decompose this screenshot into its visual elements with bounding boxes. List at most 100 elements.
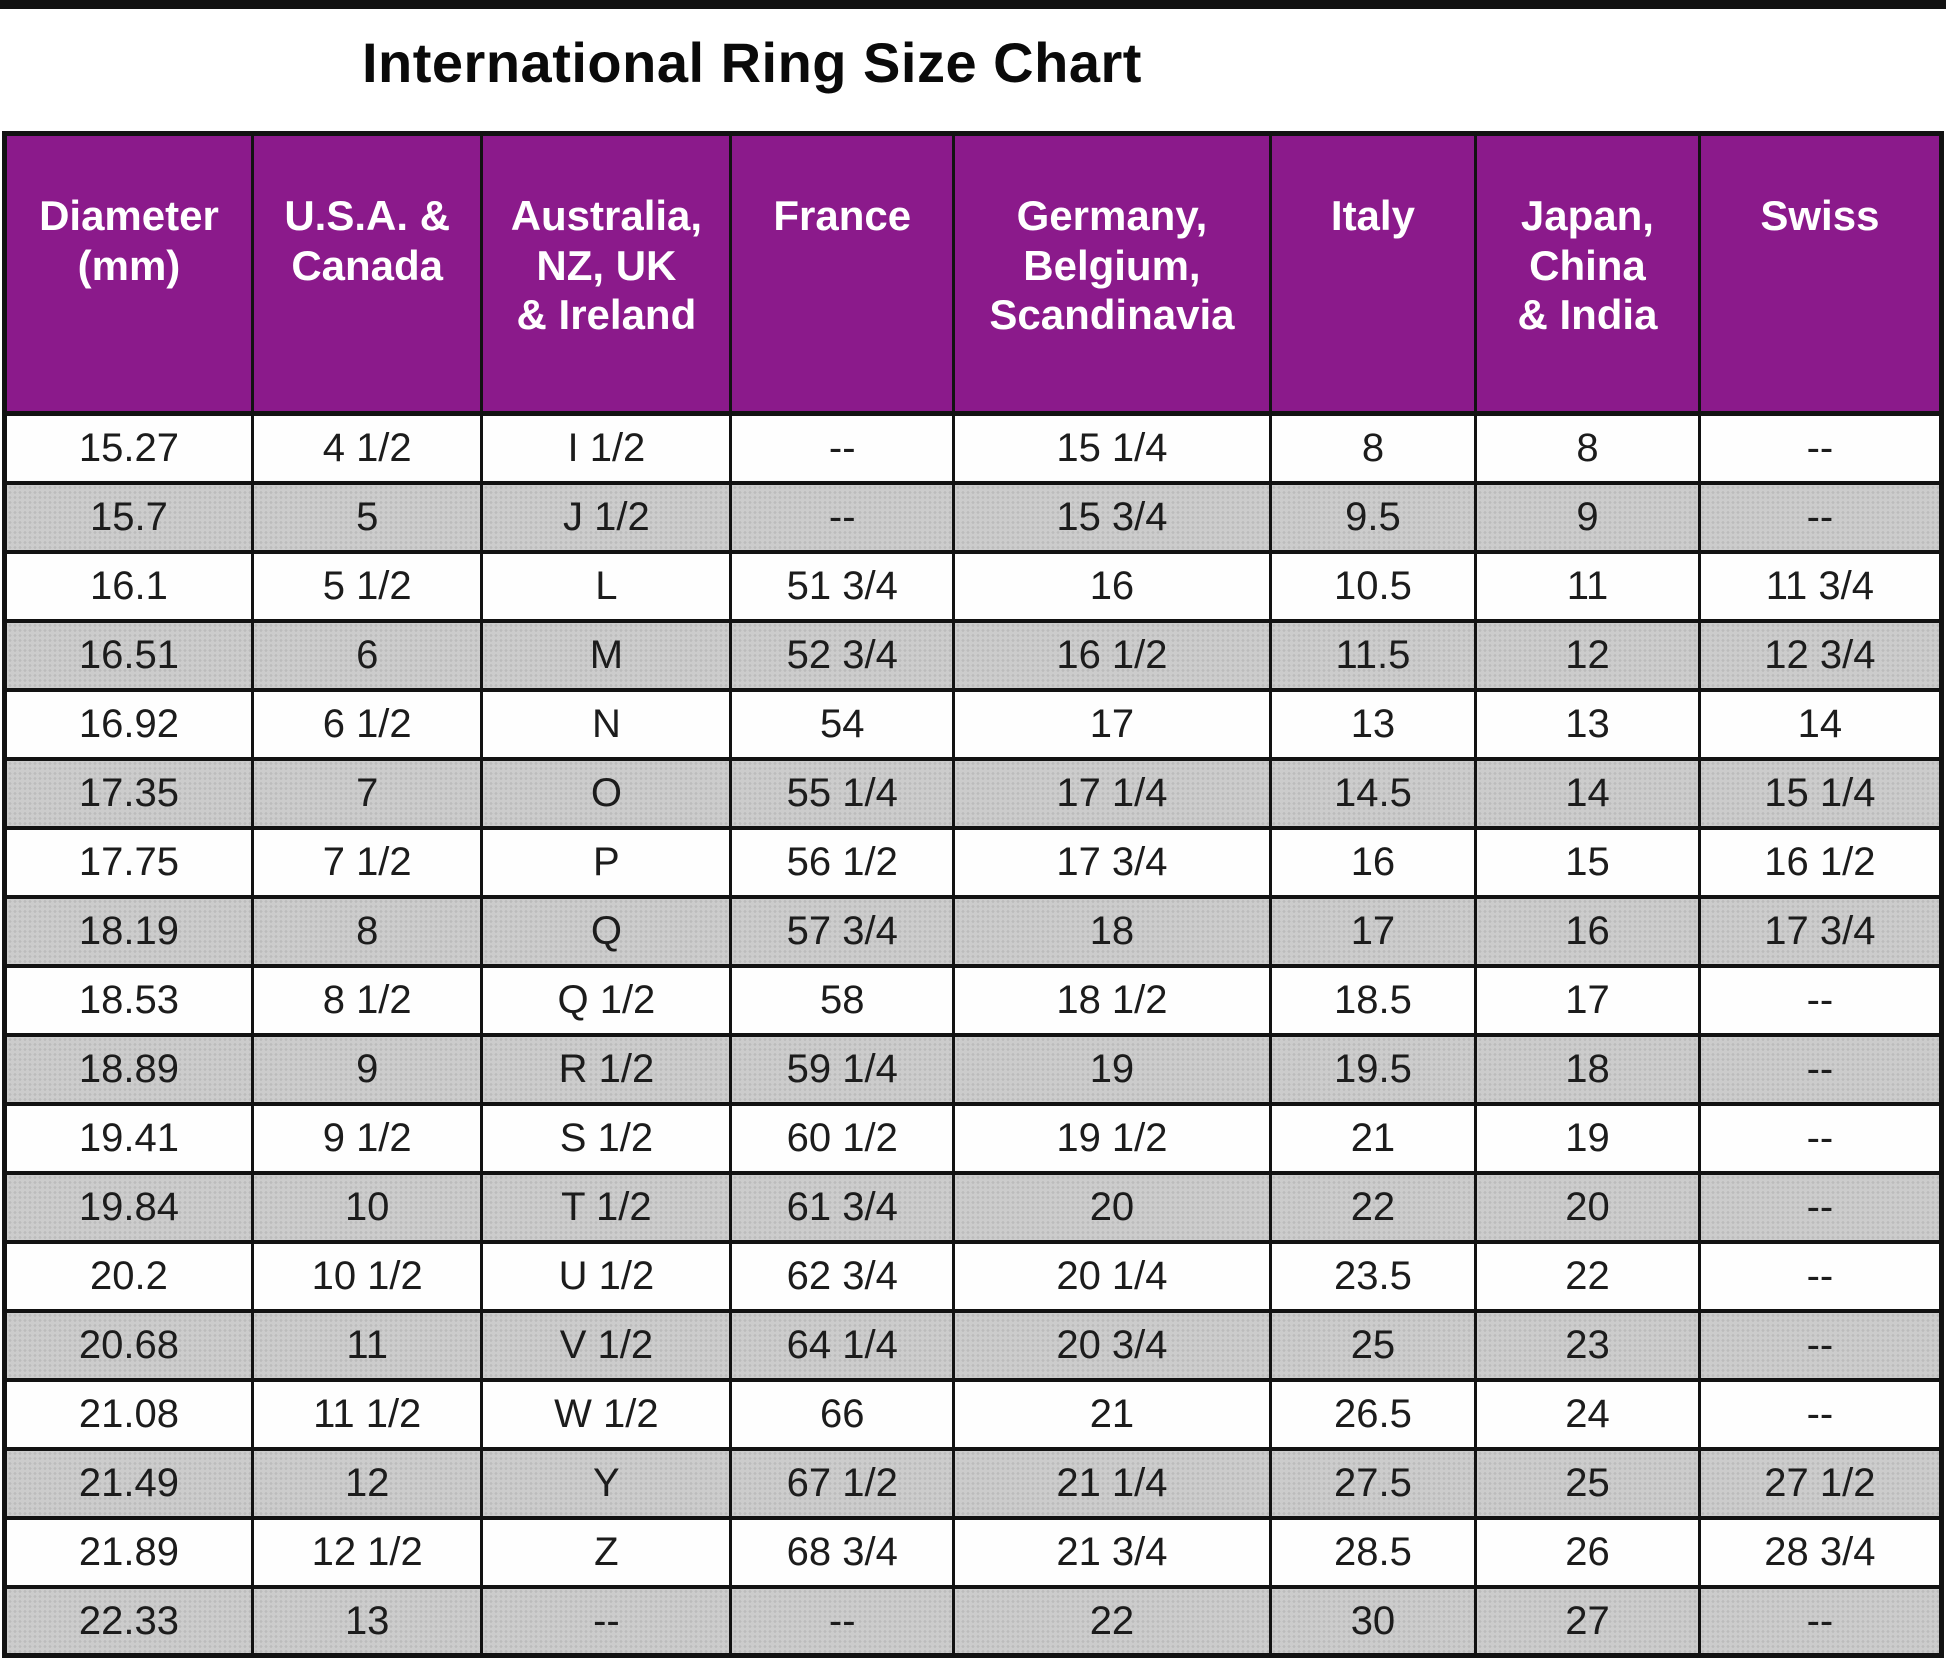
table-row: 19.84 10 T 1/2 61 3/4 20 22 20 -- [3,1170,1944,1244]
table-cell: 15 1/4 [952,411,1272,485]
table-cell: 24 [1474,1377,1701,1451]
table-cell: 21.08 [3,1377,254,1451]
table-cell: 22 [1268,1170,1478,1244]
table-cell: J 1/2 [480,480,733,554]
table-cell: 11 3/4 [1697,549,1944,623]
table-container: Diameter (mm) U.S.A. & Canada Australia, N… [2,131,1944,1659]
ring-size-table: Diameter (mm) U.S.A. & Canada Australia, N… [2,131,1944,1659]
table-cell: 61 3/4 [729,1170,956,1244]
table-cell: 11.5 [1268,618,1478,692]
table-row: 17.75 7 1/2 P 56 1/2 17 3/4 16 15 16 1/2 [3,825,1944,899]
table-cell: 9.5 [1268,480,1478,554]
table-cell: 20 3/4 [952,1308,1272,1382]
table-row: 20.2 10 1/2 U 1/2 62 3/4 20 1/4 23.5 22 -- [3,1239,1944,1313]
table-cell: 17 3/4 [1697,894,1944,968]
table-cell: 18.53 [3,963,254,1037]
table-cell: L [480,549,733,623]
table-row: 16.92 6 1/2 N 54 17 13 13 14 [3,687,1944,761]
table-cell: -- [1697,1584,1944,1658]
table-row: 21.08 11 1/2 W 1/2 66 21 26.5 24 -- [3,1377,1944,1451]
table-cell: -- [729,411,956,485]
table-cell: 58 [729,963,956,1037]
table-cell: 9 [1474,480,1701,554]
table-cell: 30 [1268,1584,1478,1658]
table-row: 19.41 9 1/2 S 1/2 60 1/2 19 1/2 21 19 -- [3,1101,1944,1175]
table-cell: 18 1/2 [952,963,1272,1037]
table-cell: 16 1/2 [952,618,1272,692]
table-cell: 16 [952,549,1272,623]
table-cell: 21.49 [3,1446,254,1520]
table-cell: 22.33 [3,1584,254,1658]
column-header: Italy [1268,132,1478,417]
table-cell: 19 [1474,1101,1701,1175]
table-cell: 13 [1268,687,1478,761]
table-row: 18.89 9 R 1/2 59 1/4 19 19.5 18 -- [3,1032,1944,1106]
table-cell: 12 [1474,618,1701,692]
table-cell: 59 1/4 [729,1032,956,1106]
table-cell: 52 3/4 [729,618,956,692]
table-cell: 10 [250,1170,484,1244]
table-cell: Y [480,1446,733,1520]
table-cell: 7 1/2 [250,825,484,899]
table-row: 21.49 12 Y 67 1/2 21 1/4 27.5 25 27 1/2 [3,1446,1944,1520]
table-cell: 12 [250,1446,484,1520]
table-cell: 21 3/4 [952,1515,1272,1589]
table-cell: 12 1/2 [250,1515,484,1589]
table-body: 15.27 4 1/2 I 1/2 -- 15 1/4 8 8 -- 15.7 5 J 1/2 -- 1… [3,411,1944,1658]
table-row: 20.68 11 V 1/2 64 1/4 20 3/4 25 23 -- [3,1308,1944,1382]
table-cell: 66 [729,1377,956,1451]
table-cell: 17 1/4 [952,756,1272,830]
table-cell: 14.5 [1268,756,1478,830]
table-cell: 28.5 [1268,1515,1478,1589]
table-cell: 8 1/2 [250,963,484,1037]
table-cell: M [480,618,733,692]
table-cell: 14 [1697,687,1944,761]
table-cell: 6 [250,618,484,692]
table-cell: 12 3/4 [1697,618,1944,692]
table-cell: -- [1697,411,1944,485]
table-cell: 6 1/2 [250,687,484,761]
table-cell: 19 [952,1032,1272,1106]
table-cell: 17 3/4 [952,825,1272,899]
table-cell: 13 [1474,687,1701,761]
table-cell: R 1/2 [480,1032,733,1106]
table-cell: 51 3/4 [729,549,956,623]
table-cell: 15 1/4 [1697,756,1944,830]
column-header: Germany, Belgium, Scandinavia [952,132,1272,417]
table-cell: 16 [1474,894,1701,968]
table-cell: 57 3/4 [729,894,956,968]
table-cell: -- [729,1584,956,1658]
table-cell: 8 [1474,411,1701,485]
table-cell: 15 [1474,825,1701,899]
table-cell: 9 [250,1032,484,1106]
table-cell: 26.5 [1268,1377,1478,1451]
table-cell: -- [1697,1308,1944,1382]
table-cell: 5 1/2 [250,549,484,623]
table-row: 22.33 13 -- -- 22 30 27 -- [3,1584,1944,1658]
table-cell: 20 1/4 [952,1239,1272,1313]
column-header: Japan, China & India [1474,132,1701,417]
table-cell: 20.2 [3,1239,254,1313]
column-header: Swiss [1697,132,1944,417]
table-cell: 16.1 [3,549,254,623]
table-cell: O [480,756,733,830]
table-row: 18.53 8 1/2 Q 1/2 58 18 1/2 18.5 17 -- [3,963,1944,1037]
table-cell: 17.35 [3,756,254,830]
table-cell: 67 1/2 [729,1446,956,1520]
table-cell: 19 1/2 [952,1101,1272,1175]
column-header: Australia, NZ, UK & Ireland [480,132,733,417]
table-cell: 16.92 [3,687,254,761]
table-row: 17.35 7 O 55 1/4 17 1/4 14.5 14 15 1/4 [3,756,1944,830]
table-cell: 22 [952,1584,1272,1658]
table-row: 18.19 8 Q 57 3/4 18 17 16 17 3/4 [3,894,1944,968]
table-cell: Q [480,894,733,968]
table-cell: 21 1/4 [952,1446,1272,1520]
table-cell: 25 [1268,1308,1478,1382]
table-cell: 17.75 [3,825,254,899]
table-cell: 10.5 [1268,549,1478,623]
table-cell: 27.5 [1268,1446,1478,1520]
header-row: Diameter (mm) U.S.A. & Canada Australia, N… [3,132,1944,417]
table-cell: 20.68 [3,1308,254,1382]
table-cell: 55 1/4 [729,756,956,830]
table-cell: 8 [250,894,484,968]
